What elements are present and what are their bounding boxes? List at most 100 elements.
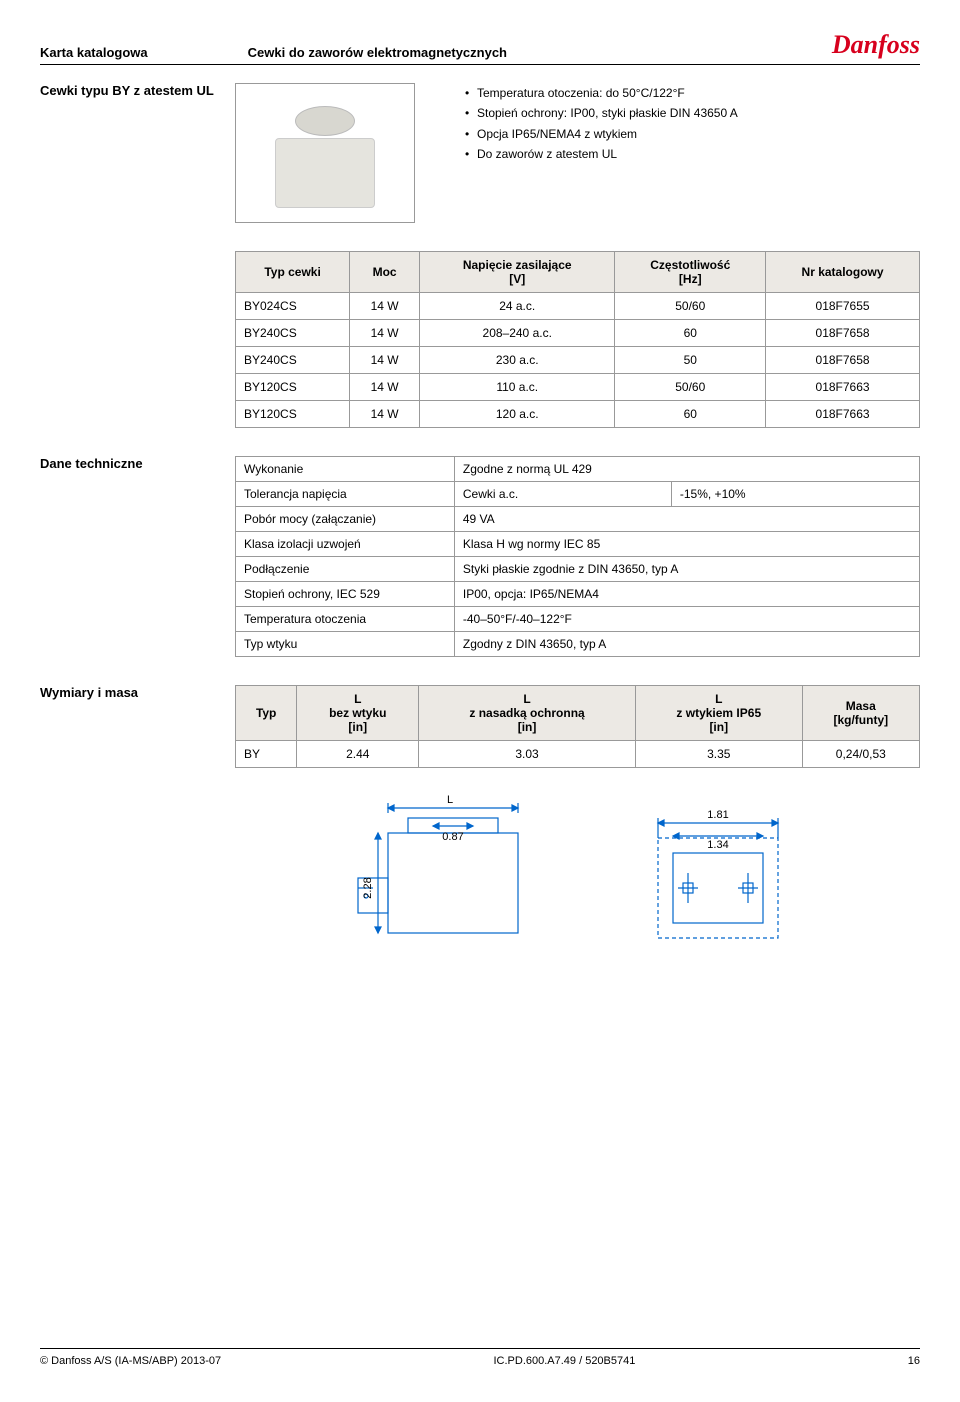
- dim-087: 0.87: [442, 831, 463, 843]
- td: -15%, +10%: [671, 482, 919, 507]
- th: Napięcie zasilające [V]: [420, 252, 615, 293]
- td: Cewki a.c.: [454, 482, 671, 507]
- td: Zgodny z DIN 43650, typ A: [454, 632, 919, 657]
- th: Nr katalogowy: [766, 252, 920, 293]
- table-row: BY120CS14 W110 a.c.50/60018F7663: [236, 374, 920, 401]
- th: L bez wtyku [in]: [297, 686, 419, 741]
- bullet-item: Stopień ochrony: IP00, styki płaskie DIN…: [465, 103, 738, 123]
- tech-table-wrap: WykonanieZgodne z normą UL 429Tolerancja…: [235, 456, 920, 657]
- doc-type: Karta katalogowa: [40, 45, 148, 60]
- td: Wykonanie: [236, 457, 455, 482]
- spec-table-wrap: Typ cewki Moc Napięcie zasilające [V] Cz…: [235, 251, 920, 428]
- td: BY240CS: [236, 347, 350, 374]
- td: -40–50°F/-40–122°F: [454, 607, 919, 632]
- table-row: BY240CS14 W230 a.c.50018F7658: [236, 347, 920, 374]
- td: 24 a.c.: [420, 293, 615, 320]
- spec-table: Typ cewki Moc Napięcie zasilające [V] Cz…: [235, 251, 920, 428]
- td: Stopień ochrony, IEC 529: [236, 582, 455, 607]
- table-row: BY 2.44 3.03 3.35 0,24/0,53: [236, 741, 920, 768]
- feature-bullets: Temperatura otoczenia: do 50°C/122°F Sto…: [465, 83, 738, 165]
- spec-label: [40, 251, 215, 428]
- td: 14 W: [350, 320, 420, 347]
- dim-section: Wymiary i masa Typ L bez wtyku [in] L z …: [40, 685, 920, 968]
- td: Podłączenie: [236, 557, 455, 582]
- td: 120 a.c.: [420, 401, 615, 428]
- front-drawing: L 0.87 2.28: [338, 788, 568, 968]
- footer-right: 16: [908, 1355, 920, 1367]
- td: 14 W: [350, 374, 420, 401]
- td: IP00, opcja: IP65/NEMA4: [454, 582, 919, 607]
- page-footer: © Danfoss A/S (IA-MS/ABP) 2013-07 IC.PD.…: [40, 1348, 920, 1367]
- td: 14 W: [350, 293, 420, 320]
- td: Temperatura otoczenia: [236, 607, 455, 632]
- td: 208–240 a.c.: [420, 320, 615, 347]
- td: 230 a.c.: [420, 347, 615, 374]
- td: 018F7658: [766, 320, 920, 347]
- table-row: Tolerancja napięciaCewki a.c.-15%, +10%: [236, 482, 920, 507]
- spec-section: Typ cewki Moc Napięcie zasilające [V] Cz…: [40, 251, 920, 428]
- th: Masa [kg/funty]: [802, 686, 919, 741]
- th: Typ cewki: [236, 252, 350, 293]
- bullet-item: Opcja IP65/NEMA4 z wtykiem: [465, 124, 738, 144]
- td: Tolerancja napięcia: [236, 482, 455, 507]
- td: BY024CS: [236, 293, 350, 320]
- dim-label: Wymiary i masa: [40, 685, 215, 968]
- page-header: Karta katalogowa Cewki do zaworów elektr…: [40, 30, 920, 65]
- td: Zgodne z normą UL 429: [454, 457, 919, 482]
- td: Styki płaskie zgodnie z DIN 43650, typ A: [454, 557, 919, 582]
- product-image-box: [235, 83, 415, 223]
- doc-subtitle: Cewki do zaworów elektromagnetycznych: [248, 45, 507, 60]
- dim-181: 1.81: [707, 809, 728, 821]
- top-drawing: 1.81 1.34: [618, 788, 818, 968]
- td: BY120CS: [236, 374, 350, 401]
- table-row: Stopień ochrony, IEC 529IP00, opcja: IP6…: [236, 582, 920, 607]
- tech-section: Dane techniczne WykonanieZgodne z normą …: [40, 456, 920, 657]
- th: Częstotliwość [Hz]: [615, 252, 766, 293]
- product-image: [265, 98, 385, 208]
- table-row: Typ wtykuZgodny z DIN 43650, typ A: [236, 632, 920, 657]
- td: 018F7663: [766, 401, 920, 428]
- th: Moc: [350, 252, 420, 293]
- td: BY120CS: [236, 401, 350, 428]
- product-intro: Temperatura otoczenia: do 50°C/122°F Sto…: [235, 83, 920, 223]
- tech-table: WykonanieZgodne z normą UL 429Tolerancja…: [235, 456, 920, 657]
- tech-label: Dane techniczne: [40, 456, 215, 657]
- table-row: BY240CS14 W208–240 a.c.60018F7658: [236, 320, 920, 347]
- table-row: PodłączenieStyki płaskie zgodnie z DIN 4…: [236, 557, 920, 582]
- td: Klasa izolacji uzwojeń: [236, 532, 455, 557]
- product-title: Cewki typu BY z atestem UL: [40, 83, 215, 223]
- dim-L: L: [446, 794, 452, 806]
- td: 50/60: [615, 374, 766, 401]
- footer-left: © Danfoss A/S (IA-MS/ABP) 2013-07: [40, 1355, 221, 1367]
- td: Pobór mocy (załączanie): [236, 507, 455, 532]
- dim-content: Typ L bez wtyku [in] L z nasadką ochronn…: [235, 685, 920, 968]
- bullet-item: Do zaworów z atestem UL: [465, 144, 738, 164]
- td: 018F7658: [766, 347, 920, 374]
- brand-logo: Danfoss: [832, 30, 920, 60]
- dim-228: 2.28: [362, 877, 374, 898]
- table-row: Klasa izolacji uzwojeńKlasa H wg normy I…: [236, 532, 920, 557]
- td: 14 W: [350, 347, 420, 374]
- td: 018F7663: [766, 374, 920, 401]
- table-row: WykonanieZgodne z normą UL 429: [236, 457, 920, 482]
- dim-table: Typ L bez wtyku [in] L z nasadką ochronn…: [235, 685, 920, 768]
- td: 60: [615, 320, 766, 347]
- drawing-container: L 0.87 2.28: [235, 788, 920, 968]
- footer-center: IC.PD.600.A7.49 / 520B5741: [493, 1355, 635, 1367]
- td: Klasa H wg normy IEC 85: [454, 532, 919, 557]
- td: 50/60: [615, 293, 766, 320]
- td: 018F7655: [766, 293, 920, 320]
- td: BY240CS: [236, 320, 350, 347]
- title-section: Cewki typu BY z atestem UL Temperatura o…: [40, 83, 920, 223]
- td: BY: [236, 741, 297, 768]
- table-row: BY120CS14 W120 a.c.60018F7663: [236, 401, 920, 428]
- td: 50: [615, 347, 766, 374]
- dim-134: 1.34: [707, 839, 728, 851]
- header-left: Karta katalogowa Cewki do zaworów elektr…: [40, 45, 507, 60]
- table-row: Pobór mocy (załączanie)49 VA: [236, 507, 920, 532]
- th: L z nasadką ochronną [in]: [419, 686, 636, 741]
- th: L z wtykiem IP65 [in]: [635, 686, 802, 741]
- table-row: BY024CS14 W24 a.c.50/60018F7655: [236, 293, 920, 320]
- td: 0,24/0,53: [802, 741, 919, 768]
- td: 60: [615, 401, 766, 428]
